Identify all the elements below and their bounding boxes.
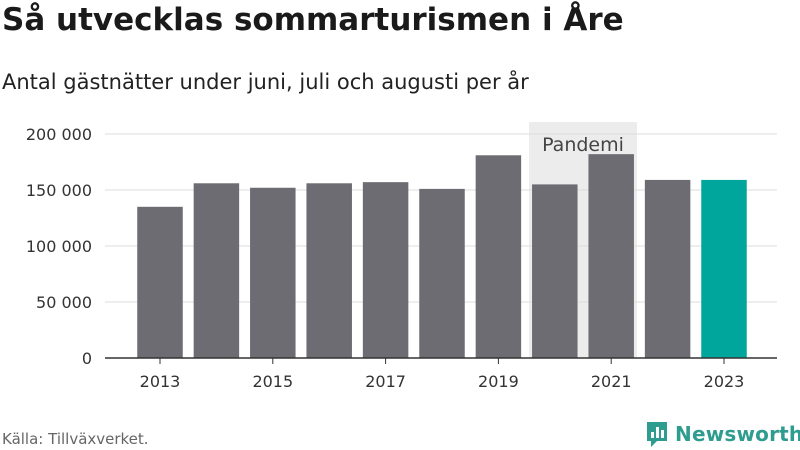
bar-chart: Pandemi 0 50 000 100 000 150 000 200 000 201… (26, 122, 777, 391)
x-tick-label: 2023 (704, 372, 745, 391)
bar-2022 (644, 179, 691, 358)
bar-2015 (250, 187, 296, 358)
newsworthy-chart-icon (647, 422, 667, 447)
bar-2013 (137, 206, 183, 358)
y-tick-label: 200 000 (26, 125, 92, 144)
x-tick-label: 2015 (252, 372, 293, 391)
source-note: Källa: Tillväxverket. (2, 430, 149, 448)
bar-2014 (193, 183, 240, 358)
y-tick-label: 50 000 (36, 293, 92, 312)
bar-2021 (588, 154, 634, 358)
brand-name: Newsworthy (675, 422, 800, 446)
y-tick-label: 150 000 (26, 181, 92, 200)
bar-2018 (419, 188, 465, 358)
bar-2019 (475, 155, 522, 358)
chart-subtitle: Antal gästnätter under juni, juli och au… (2, 70, 529, 94)
bar-2016 (306, 183, 352, 358)
newsworthy-logo: Newsworthy (645, 420, 800, 448)
y-tick-label: 0 (82, 349, 92, 368)
x-tick-label: 2019 (478, 372, 519, 391)
y-tick-label: 100 000 (26, 237, 92, 256)
pandemic-label: Pandemi (542, 134, 624, 156)
x-tick-label: 2021 (591, 372, 632, 391)
bar-2017 (362, 182, 409, 358)
x-tick-label: 2013 (140, 372, 181, 391)
chart-title: Så utvecklas sommarturismen i Åre (2, 2, 624, 38)
x-tick-label: 2017 (365, 372, 406, 391)
bar-2020 (532, 184, 578, 358)
bar-2023 (701, 179, 747, 358)
